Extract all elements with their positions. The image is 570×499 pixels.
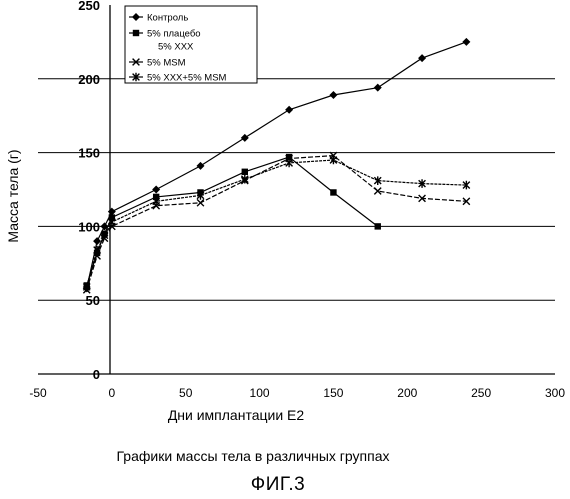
y-tick-label: 100 (78, 219, 100, 234)
x-tick-label: 200 (397, 386, 417, 400)
y-tick-label: 50 (86, 293, 100, 308)
x-axis-title: Дни имплантации Е2 (168, 407, 305, 423)
x-tick-label: 0 (109, 386, 116, 400)
x-tick-labels: -50 0 50 100 150 200 250 300 (29, 386, 565, 400)
gridlines (38, 79, 555, 300)
legend: Контроль 5% плацебо 5% ХХХ 5% MSM 5% ХХХ+5% … (125, 6, 257, 84)
x-tick-label: -50 (29, 386, 47, 400)
series-line (87, 160, 467, 287)
series-2 (83, 152, 469, 293)
point-marker (418, 54, 426, 62)
legend-label: 5% ХХХ+5% MSM (147, 73, 227, 84)
point-marker (196, 162, 204, 170)
y-tick-label: 0 (93, 367, 100, 382)
legend-label: 5% плацебо (147, 29, 201, 40)
point-marker (462, 38, 470, 46)
point-marker (241, 134, 249, 142)
x-tick-label: 50 (179, 386, 193, 400)
point-marker (374, 84, 382, 92)
y-tick-label: 250 (78, 0, 100, 13)
point-marker (285, 106, 293, 114)
body-weight-chart: 0 50 100 150 200 250 -50 0 50 100 150 200 250 300 Ко… (0, 0, 570, 430)
legend-label: Контроль (147, 13, 188, 24)
point-marker (330, 189, 336, 195)
y-axis-title: Масса тела (г) (5, 149, 21, 242)
series-1 (84, 154, 381, 289)
x-tick-label: 300 (545, 386, 565, 400)
legend-label: 5% MSM (147, 58, 186, 69)
point-marker (197, 199, 204, 206)
legend-label: 5% ХХХ (158, 42, 194, 53)
figure-label: ФИГ.3 (0, 474, 563, 496)
point-marker (329, 91, 337, 99)
x-tick-label: 100 (250, 386, 270, 400)
point-marker (133, 30, 139, 36)
point-marker (242, 169, 248, 175)
series-line (87, 156, 467, 290)
series-3 (83, 156, 469, 292)
y-tick-labels: 0 50 100 150 200 250 (78, 0, 100, 382)
x-tick-label: 150 (323, 386, 343, 400)
point-marker (375, 223, 381, 229)
y-tick-label: 150 (78, 146, 100, 161)
y-tick-label: 200 (78, 72, 100, 87)
series-line (87, 157, 378, 285)
x-tick-label: 250 (471, 386, 491, 400)
point-marker (152, 186, 160, 194)
figure-caption: Графики массы тела в различных группах (0, 448, 538, 464)
